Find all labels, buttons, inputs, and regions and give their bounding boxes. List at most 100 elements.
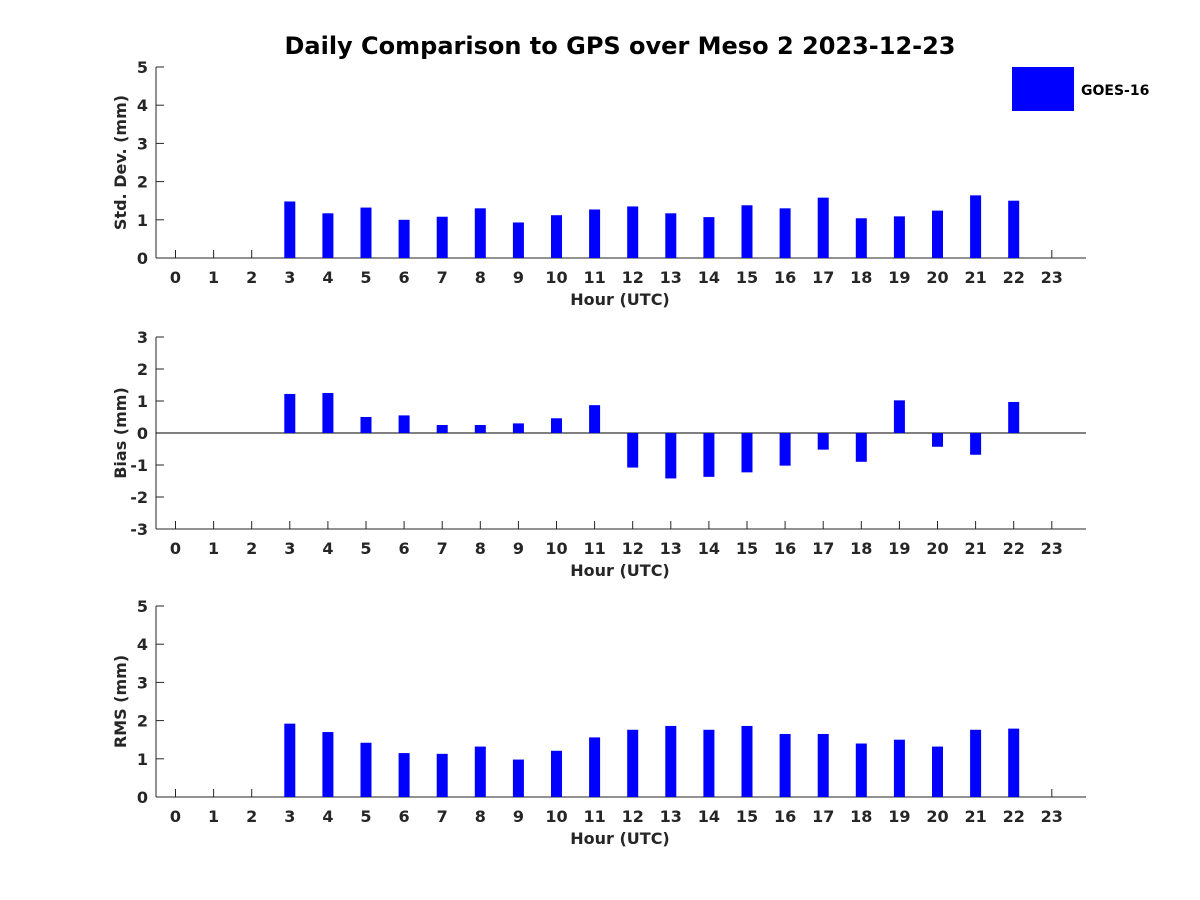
x-tick-label-stddev: 14 bbox=[698, 268, 720, 287]
bar-rms-13 bbox=[665, 725, 677, 797]
bar-rms-8 bbox=[474, 746, 486, 797]
y-tick-label-bias: 2 bbox=[137, 360, 148, 379]
x-tick-label-rms: 17 bbox=[812, 807, 834, 826]
bar-rms-9 bbox=[512, 759, 524, 797]
x-tick-label-stddev: 2 bbox=[246, 268, 257, 287]
x-tick-label-rms: 5 bbox=[360, 807, 371, 826]
legend-label: GOES-16 bbox=[1081, 83, 1149, 99]
bar-stddev-20 bbox=[932, 210, 943, 258]
x-tick-label-rms: 15 bbox=[736, 807, 758, 826]
bar-bias-18 bbox=[855, 433, 867, 462]
bar-rms-16 bbox=[779, 733, 791, 797]
x-tick-label-rms: 9 bbox=[513, 807, 524, 826]
x-tick-label-bias: 5 bbox=[360, 539, 371, 558]
y-tick-label-bias: -1 bbox=[130, 456, 148, 475]
x-tick-label-bias: 3 bbox=[284, 539, 295, 558]
bar-rms-4 bbox=[322, 732, 334, 797]
x-tick-label-rms: 4 bbox=[322, 807, 333, 826]
x-tick-label-bias: 6 bbox=[399, 539, 410, 558]
bar-stddev-17 bbox=[817, 197, 829, 258]
bar-stddev-11 bbox=[589, 209, 601, 258]
x-tick-label-rms: 22 bbox=[1003, 807, 1025, 826]
y-tick-label-bias: -3 bbox=[130, 520, 148, 539]
legend: GOES-16 bbox=[1012, 67, 1149, 111]
x-tick-label-bias: 2 bbox=[246, 539, 257, 558]
bar-stddev-12 bbox=[627, 206, 639, 258]
x-tick-label-rms: 6 bbox=[399, 807, 410, 826]
x-tick-label-stddev: 18 bbox=[850, 268, 872, 287]
x-tick-label-stddev: 0 bbox=[170, 268, 181, 287]
y-tick-label-stddev: 2 bbox=[137, 173, 148, 192]
bar-bias-16 bbox=[779, 433, 791, 466]
y-tick-label-rms: 5 bbox=[137, 597, 148, 616]
y-tick-label-rms: 1 bbox=[137, 750, 148, 769]
x-tick-label-stddev: 17 bbox=[812, 268, 834, 287]
x-tick-label-bias: 23 bbox=[1041, 539, 1063, 558]
x-tick-label-bias: 11 bbox=[583, 539, 605, 558]
x-axis-label-rms: Hour (UTC) bbox=[570, 829, 670, 848]
x-axis-label-stddev: Hour (UTC) bbox=[570, 290, 670, 309]
x-tick-label-bias: 14 bbox=[698, 539, 720, 558]
x-tick-label-stddev: 1 bbox=[208, 268, 219, 287]
bar-rms-21 bbox=[970, 729, 982, 797]
bar-stddev-5 bbox=[360, 207, 372, 258]
x-tick-label-stddev: 23 bbox=[1041, 268, 1063, 287]
x-tick-label-stddev: 8 bbox=[475, 268, 486, 287]
bar-bias-21 bbox=[970, 433, 982, 455]
x-tick-label-stddev: 4 bbox=[322, 268, 333, 287]
x-tick-label-rms: 21 bbox=[964, 807, 986, 826]
bar-stddev-10 bbox=[551, 215, 562, 258]
x-tick-label-rms: 14 bbox=[698, 807, 720, 826]
bar-rms-6 bbox=[398, 753, 410, 797]
bar-bias-8 bbox=[474, 425, 486, 433]
bar-bias-7 bbox=[436, 425, 448, 433]
bar-bias-22 bbox=[1008, 401, 1020, 433]
x-tick-label-bias: 19 bbox=[888, 539, 910, 558]
x-tick-label-rms: 10 bbox=[545, 807, 567, 826]
bar-rms-11 bbox=[589, 737, 601, 797]
x-tick-label-rms: 3 bbox=[284, 807, 295, 826]
x-tick-label-bias: 4 bbox=[322, 539, 333, 558]
x-tick-label-stddev: 5 bbox=[360, 268, 371, 287]
bar-rms-15 bbox=[741, 725, 753, 797]
bar-stddev-21 bbox=[970, 195, 982, 258]
bar-rms-20 bbox=[932, 746, 943, 797]
x-tick-label-bias: 22 bbox=[1003, 539, 1025, 558]
bar-bias-6 bbox=[398, 415, 410, 433]
x-tick-label-stddev: 20 bbox=[926, 268, 948, 287]
legend-swatch bbox=[1012, 67, 1074, 111]
x-tick-label-bias: 13 bbox=[660, 539, 682, 558]
y-axis-label-stddev: Std. Dev. (mm) bbox=[111, 95, 130, 230]
y-tick-label-stddev: 1 bbox=[137, 211, 148, 230]
bar-rms-17 bbox=[817, 733, 829, 797]
x-tick-label-rms: 0 bbox=[170, 807, 181, 826]
x-axis-label-bias: Hour (UTC) bbox=[570, 561, 670, 580]
bar-bias-3 bbox=[284, 393, 296, 433]
bar-stddev-18 bbox=[855, 218, 867, 258]
x-tick-label-stddev: 15 bbox=[736, 268, 758, 287]
x-tick-label-bias: 15 bbox=[736, 539, 758, 558]
x-tick-label-rms: 20 bbox=[926, 807, 948, 826]
bar-rms-3 bbox=[284, 723, 296, 797]
bar-stddev-16 bbox=[779, 208, 791, 258]
x-tick-label-bias: 18 bbox=[850, 539, 872, 558]
x-tick-label-rms: 12 bbox=[622, 807, 644, 826]
bar-rms-10 bbox=[551, 750, 562, 797]
x-tick-label-stddev: 9 bbox=[513, 268, 524, 287]
y-tick-label-rms: 3 bbox=[137, 673, 148, 692]
x-tick-label-stddev: 13 bbox=[660, 268, 682, 287]
x-tick-label-rms: 8 bbox=[475, 807, 486, 826]
bar-bias-15 bbox=[741, 433, 753, 473]
bar-bias-13 bbox=[665, 433, 677, 479]
bar-rms-22 bbox=[1008, 728, 1020, 797]
y-tick-label-bias: 1 bbox=[137, 392, 148, 411]
bar-bias-14 bbox=[703, 433, 715, 477]
x-tick-label-bias: 12 bbox=[622, 539, 644, 558]
bar-stddev-22 bbox=[1008, 200, 1020, 258]
x-tick-label-rms: 16 bbox=[774, 807, 796, 826]
x-tick-label-bias: 21 bbox=[964, 539, 986, 558]
